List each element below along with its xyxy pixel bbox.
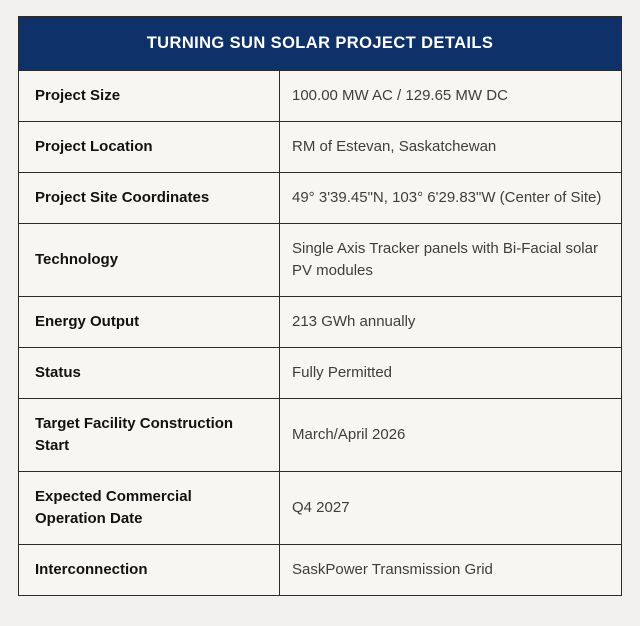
- row-label-construction-start: Target Facility Construction Start: [19, 399, 280, 471]
- row-label-site-coordinates: Project Site Coordinates: [19, 173, 280, 223]
- row-value-technology: Single Axis Tracker panels with Bi-Facia…: [292, 240, 598, 279]
- table-row: Expected Commercial Operation Date Q4 20…: [19, 472, 621, 545]
- row-label-technology: Technology: [19, 224, 280, 296]
- row-label-commercial-operation-date: Expected Commercial Operation Date: [19, 472, 280, 544]
- row-value-construction-start: March/April 2026: [292, 426, 406, 443]
- table-row: Energy Output 213 GWh annually: [19, 297, 621, 348]
- table-row: Target Facility Construction Start March…: [19, 399, 621, 472]
- table-row: Status Fully Permitted: [19, 348, 621, 399]
- row-label-energy-output: Energy Output: [19, 297, 280, 347]
- row-value-status: Fully Permitted: [292, 364, 393, 381]
- row-label-project-size: Project Size: [19, 71, 280, 121]
- row-value-commercial-operation-date: Q4 2027: [292, 499, 350, 516]
- row-label-project-location: Project Location: [19, 122, 280, 172]
- table-row: Interconnection SaskPower Transmission G…: [19, 545, 621, 595]
- row-value-interconnection: SaskPower Transmission Grid: [292, 561, 493, 578]
- table-row: Project Size 100.00 MW AC / 129.65 MW DC: [19, 71, 621, 122]
- row-value-energy-output: 213 GWh annually: [292, 313, 416, 330]
- project-details-table: TURNING SUN SOLAR PROJECT DETAILS Projec…: [18, 16, 622, 596]
- row-value-project-location: RM of Estevan, Saskatchewan: [292, 138, 497, 155]
- table-title: TURNING SUN SOLAR PROJECT DETAILS: [19, 17, 621, 71]
- table-row: Project Site Coordinates 49° 3'39.45"N, …: [19, 173, 621, 224]
- table-row: Technology Single Axis Tracker panels wi…: [19, 224, 621, 297]
- row-value-project-size: 100.00 MW AC / 129.65 MW DC: [292, 87, 508, 104]
- table-row: Project Location RM of Estevan, Saskatch…: [19, 122, 621, 173]
- row-value-site-coordinates: 49° 3'39.45"N, 103° 6'29.83"W (Center of…: [292, 189, 602, 206]
- row-label-interconnection: Interconnection: [19, 545, 280, 595]
- row-label-status: Status: [19, 348, 280, 398]
